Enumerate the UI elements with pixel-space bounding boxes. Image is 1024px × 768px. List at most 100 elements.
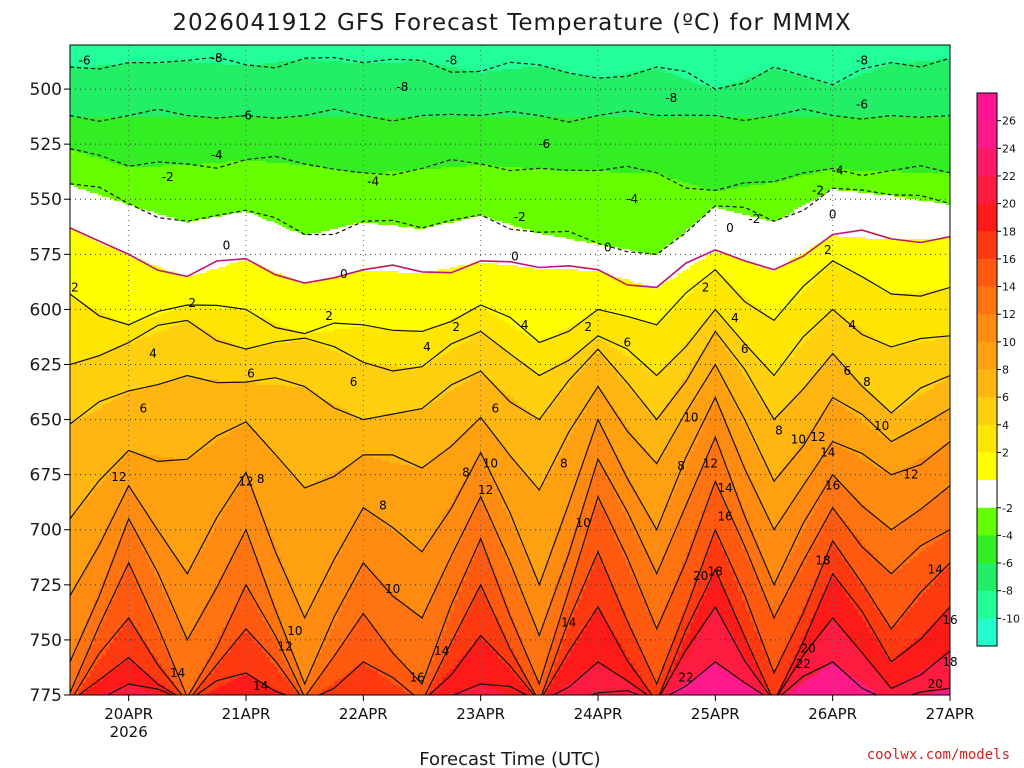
contour-label: 8	[257, 472, 265, 486]
contour-line	[70, 227, 950, 289]
y-tick-label: 575	[30, 245, 62, 265]
contour-label: 16	[825, 479, 840, 493]
contour-label: 8	[775, 424, 783, 438]
contour-label: 6	[623, 336, 631, 350]
contour-label: -4	[626, 192, 638, 206]
contour-label: 14	[717, 481, 732, 495]
contour-label: 2	[188, 296, 196, 310]
contour-line	[77, 567, 950, 695]
y-axis: 500 525 550 575 600 625 650 675 700 725 750 775	[30, 80, 70, 706]
contour-label: 10	[287, 624, 302, 638]
y-tick-label: 500	[30, 80, 62, 100]
contour-label: 12	[810, 430, 825, 444]
colorbar-bin	[977, 563, 997, 592]
colorbar-label: 24	[1002, 142, 1016, 155]
colorbar-label: 20	[1002, 198, 1016, 211]
contour-label: 10	[874, 419, 889, 433]
contour-label: 0	[511, 250, 519, 264]
contour-line	[70, 108, 950, 123]
x-tick-label: 21APR	[222, 705, 271, 723]
colorbar-label: -6	[1002, 557, 1013, 570]
colorbar-label: -4	[1002, 529, 1013, 542]
contour-label: -6	[856, 98, 868, 112]
contour-label: 8	[379, 499, 387, 513]
contour-label: -2	[812, 183, 824, 197]
contour-line	[70, 148, 950, 192]
contour-label: 12	[111, 470, 126, 484]
contour-label: 14	[170, 666, 185, 680]
contour-line	[70, 183, 950, 255]
contour-label: 18	[815, 554, 830, 568]
colorbar-label: 26	[1002, 115, 1016, 128]
colorbar-label: 12	[1002, 308, 1016, 321]
contour-label: 6	[350, 375, 358, 389]
contour-label: 6	[843, 364, 851, 378]
contour-label: 8	[863, 375, 871, 389]
contour-label: 6	[247, 366, 255, 380]
contour-label: 10	[683, 410, 698, 424]
contour-label: 22	[678, 670, 693, 684]
contour-label: 0	[726, 221, 734, 235]
contour-label: 8	[462, 466, 470, 480]
contour-line	[157, 661, 950, 695]
x-tick-label: 23APR	[456, 705, 505, 723]
colorbar-label: 16	[1002, 253, 1016, 266]
y-tick-label: 650	[30, 411, 62, 431]
contour-label: -6	[240, 109, 252, 123]
contour-label: -6	[79, 53, 91, 67]
contour-line	[70, 435, 950, 686]
colorbar-bin	[977, 618, 997, 647]
y-tick-label: 550	[30, 190, 62, 210]
y-tick-label: 725	[30, 576, 62, 596]
contour-layer	[70, 56, 950, 695]
contour-line	[70, 330, 950, 425]
contour-label: 2	[702, 280, 710, 294]
contour-line	[106, 605, 950, 695]
x-tick-label: 25APR	[691, 705, 740, 723]
colorbar-bin	[977, 231, 997, 260]
contour-label: 12	[277, 640, 292, 654]
x-tick-label: 27APR	[926, 705, 975, 723]
colorbar-label: 2	[1002, 446, 1009, 459]
colorbar-label: 8	[1002, 364, 1009, 377]
colorbar-bin	[977, 590, 997, 619]
y-tick-label: 750	[30, 631, 62, 651]
contour-label: -8	[856, 53, 868, 67]
contour-label: 6	[139, 402, 147, 416]
colorbar-label: 10	[1002, 336, 1016, 349]
contour-label: 4	[149, 347, 157, 361]
contour-line	[70, 260, 950, 344]
colorbar-label: 14	[1002, 281, 1016, 294]
temperature-fill-layer	[70, 45, 950, 695]
contour-label: 18	[708, 565, 723, 579]
contour-label: 20	[801, 642, 816, 656]
contour-label: 20	[693, 569, 708, 583]
contour-line	[70, 363, 950, 520]
contour-label: 10	[576, 516, 591, 530]
contour-label: 12	[478, 483, 493, 497]
colorbar-bin	[977, 424, 997, 453]
contour-label: 2	[452, 320, 460, 334]
contour-label: 4	[731, 311, 739, 325]
colorbar: 26 24 22 20 18 16 14 12 10 8 6 4 2 -2 -4 -6 -8 -10	[976, 92, 1020, 647]
colorbar-label: 4	[1002, 419, 1009, 432]
y-tick-label: 525	[30, 135, 62, 155]
contour-label: -2	[514, 210, 526, 224]
contour-label: 16	[717, 510, 732, 524]
colorbar-label: 22	[1002, 170, 1016, 183]
contour-label: 2	[71, 280, 79, 294]
contour-label: -4	[211, 148, 223, 162]
colorbar-bin	[977, 341, 997, 370]
contour-label: 10	[385, 582, 400, 596]
x-tick-label: 22APR	[339, 705, 388, 723]
contour-label: 0	[829, 208, 837, 222]
contour-label: 0	[340, 267, 348, 281]
colorbar-label: -2	[1002, 502, 1013, 515]
contour-label: 2	[824, 243, 832, 257]
y-tick-label: 700	[30, 521, 62, 541]
y-tick-label: 675	[30, 466, 62, 486]
grid-layer	[70, 45, 950, 695]
contour-label: 4	[423, 340, 431, 354]
